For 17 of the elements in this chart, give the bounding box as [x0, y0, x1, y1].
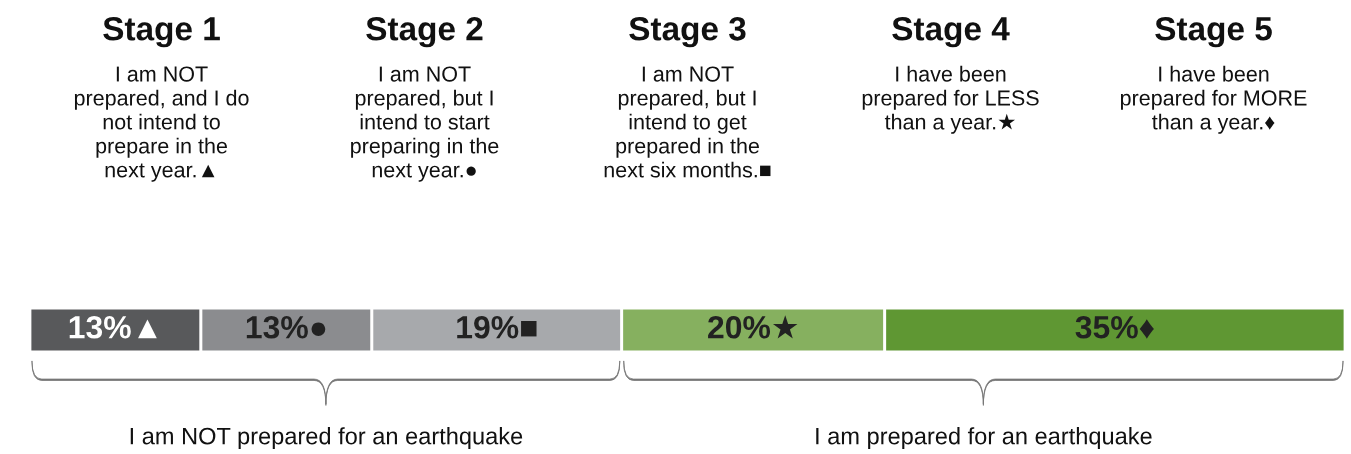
- data-label: 35%♦: [1075, 315, 1154, 339]
- text: Stage 5: [1155, 16, 1272, 48]
- text: I am prepared for an earthquake: [816, 427, 1152, 450]
- data-label: 13%▲: [69, 315, 157, 339]
- data-label: 19%■: [457, 315, 537, 339]
- text: I am NOT prepared for an earthquake: [130, 427, 523, 450]
- text: I am NOT prepared, but I intend to get prepared in the next six months.■: [604, 66, 771, 178]
- text: I have been prepared for MORE than a year.♦: [1120, 65, 1307, 134]
- text: Stage 4: [892, 16, 1010, 48]
- text: Stage 2: [366, 16, 483, 48]
- text: I have been prepared for LESS than a year.★: [862, 65, 1039, 134]
- text: I am NOT prepared, but I intend to start preparing in the next year.●: [351, 66, 499, 182]
- text: I am NOT prepared, and I do not intend to prepare in the next year.▲: [74, 66, 249, 182]
- data-label: 20%★: [708, 315, 798, 339]
- data-label: 13%●: [246, 315, 326, 339]
- text: Stage 3: [629, 16, 746, 48]
- text: Stage 1: [103, 16, 220, 48]
